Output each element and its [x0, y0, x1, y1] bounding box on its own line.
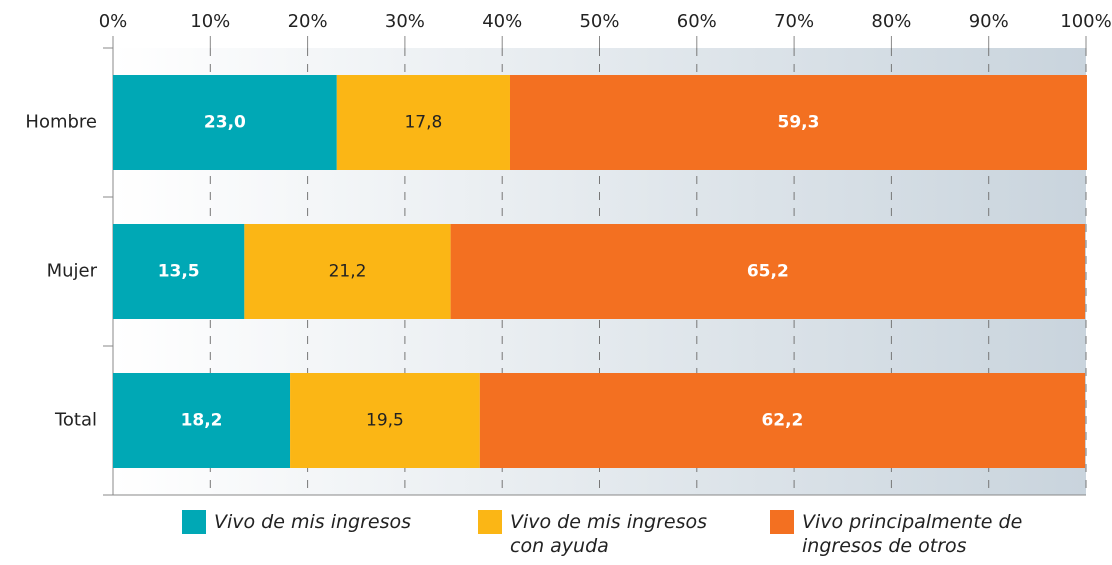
value-label: 13,5: [158, 262, 200, 282]
x-tick-label: 10%: [190, 11, 230, 32]
x-tick-label: 70%: [774, 11, 814, 32]
y-tick-label: Total: [54, 410, 97, 431]
legend-item: Vivo de mis ingresos con ayuda: [478, 510, 728, 558]
x-tick-label: 20%: [288, 11, 328, 32]
legend-swatch: [478, 510, 502, 534]
legend-swatch: [182, 510, 206, 534]
legend-label: Vivo principalmente de ingresos de otros: [802, 511, 1023, 557]
x-tick-label: 60%: [677, 11, 717, 32]
bar-segment: [113, 373, 291, 468]
bar-segment: [113, 75, 337, 170]
bar-segment: [244, 224, 451, 319]
bar-segment: [479, 373, 1086, 468]
value-label: 19,5: [366, 411, 404, 431]
value-label: 17,8: [404, 113, 442, 133]
value-label: 18,2: [181, 411, 223, 431]
y-tick-label: Hombre: [25, 112, 97, 133]
legend-swatch: [770, 510, 794, 534]
bar-segment: [336, 75, 510, 170]
bar-segment: [113, 224, 245, 319]
legend-label: Vivo de mis ingresos con ayuda: [510, 511, 708, 557]
x-tick-label: 100%: [1060, 11, 1111, 32]
value-label: 65,2: [747, 262, 789, 282]
x-tick-label: 30%: [385, 11, 425, 32]
value-label: 21,2: [329, 262, 367, 282]
x-tick-label: 80%: [871, 11, 911, 32]
x-tick-label: 50%: [579, 11, 619, 32]
y-tick-label: Mujer: [47, 261, 98, 282]
legend-item: Vivo principalmente de ingresos de otros: [770, 510, 1030, 558]
bar-segment: [290, 373, 480, 468]
x-tick-label: 40%: [482, 11, 522, 32]
legend-item: Vivo de mis ingresos: [182, 510, 462, 534]
x-tick-label: 90%: [969, 11, 1009, 32]
legend-label: Vivo de mis ingresos: [214, 511, 412, 533]
value-label: 62,2: [761, 411, 803, 431]
bar-segment: [450, 224, 1086, 319]
bar-segment: [509, 75, 1087, 170]
value-label: 23,0: [204, 113, 246, 133]
value-label: 59,3: [778, 113, 820, 133]
x-tick-label: 0%: [99, 11, 128, 32]
